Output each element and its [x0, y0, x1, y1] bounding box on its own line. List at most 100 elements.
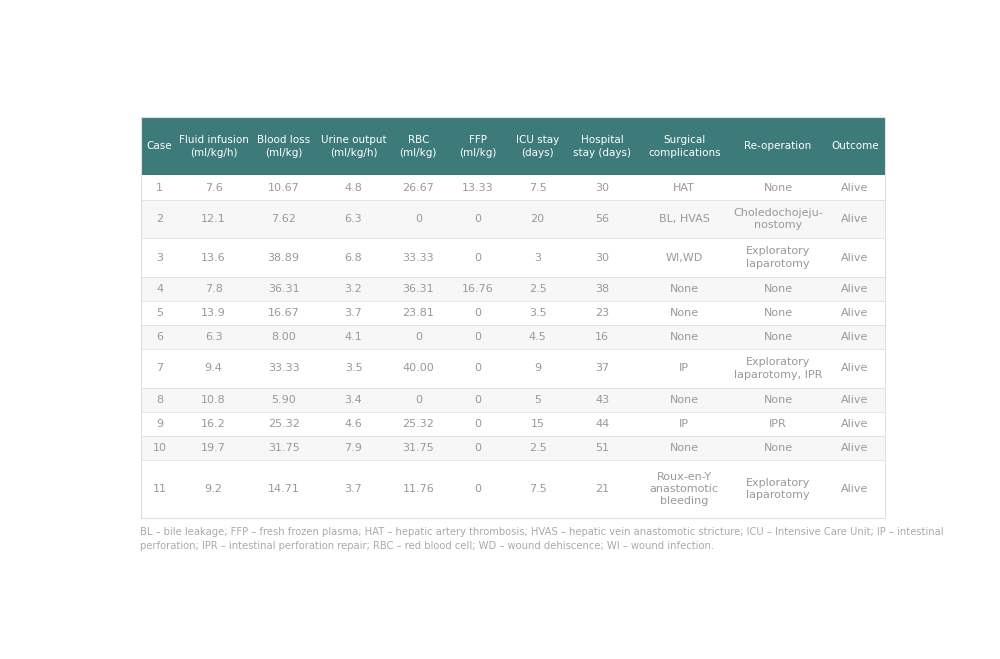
Bar	[140, 200, 885, 238]
Text: Alive: Alive	[841, 364, 868, 374]
Text: IP: IP	[679, 364, 689, 374]
Text: 3.7: 3.7	[345, 308, 362, 318]
Text: Alive: Alive	[841, 284, 868, 294]
Text: 3.2: 3.2	[345, 284, 362, 294]
Text: 25.32: 25.32	[268, 419, 300, 429]
Text: 13.33: 13.33	[462, 183, 494, 192]
Text: 23.81: 23.81	[402, 308, 434, 318]
Bar	[140, 175, 885, 200]
Text: BL – bile leakage; FFP – fresh frozen plasma; HAT – hepatic artery thrombosis; H: BL – bile leakage; FFP – fresh frozen pl…	[140, 527, 944, 551]
Text: 4.5: 4.5	[529, 332, 546, 342]
Text: 6.8: 6.8	[345, 252, 362, 262]
Text: 44: 44	[595, 419, 609, 429]
Text: 9: 9	[156, 419, 163, 429]
Text: 0: 0	[474, 214, 481, 224]
Text: 8.00: 8.00	[271, 332, 296, 342]
Text: 6.3: 6.3	[205, 332, 222, 342]
Text: Choledochojeju-
nostomy: Choledochojeju- nostomy	[733, 208, 823, 230]
Text: 36.31: 36.31	[402, 284, 434, 294]
Text: 16.76: 16.76	[462, 284, 494, 294]
Text: Alive: Alive	[841, 443, 868, 453]
Text: None: None	[670, 308, 699, 318]
Text: 30: 30	[595, 183, 609, 192]
Text: 4.6: 4.6	[345, 419, 362, 429]
Text: 38: 38	[595, 284, 609, 294]
Text: 16: 16	[595, 332, 609, 342]
Text: 31.75: 31.75	[402, 443, 434, 453]
Text: 7.6: 7.6	[205, 183, 223, 192]
Bar	[140, 277, 885, 301]
Text: 7: 7	[156, 364, 163, 374]
Text: 7.5: 7.5	[529, 183, 546, 192]
Text: FFP
(ml/kg): FFP (ml/kg)	[459, 135, 497, 158]
Text: None: None	[763, 183, 793, 192]
Bar	[140, 387, 885, 412]
Text: Alive: Alive	[841, 308, 868, 318]
Text: Exploratory
laparotomy: Exploratory laparotomy	[746, 478, 810, 500]
Text: Re-operation: Re-operation	[744, 141, 812, 152]
Text: 5: 5	[534, 395, 541, 405]
Text: 10.67: 10.67	[268, 183, 299, 192]
Text: None: None	[763, 332, 793, 342]
Text: None: None	[670, 332, 699, 342]
Text: 38.89: 38.89	[268, 252, 300, 262]
Text: Urine output
(ml/kg/h): Urine output (ml/kg/h)	[321, 135, 386, 158]
Bar	[140, 436, 885, 460]
Text: Alive: Alive	[841, 214, 868, 224]
Text: 37: 37	[595, 364, 609, 374]
Text: 7.8: 7.8	[205, 284, 223, 294]
Text: 4.8: 4.8	[345, 183, 362, 192]
Text: None: None	[763, 308, 793, 318]
Text: 3: 3	[156, 252, 163, 262]
Text: Alive: Alive	[841, 183, 868, 192]
Text: 25.32: 25.32	[402, 419, 434, 429]
Text: 9.4: 9.4	[205, 364, 223, 374]
Text: None: None	[763, 443, 793, 453]
Text: Alive: Alive	[841, 252, 868, 262]
Text: 20: 20	[530, 214, 545, 224]
Text: Alive: Alive	[841, 484, 868, 494]
Text: 10.8: 10.8	[201, 395, 226, 405]
Text: 56: 56	[595, 214, 609, 224]
Text: 3.4: 3.4	[345, 395, 362, 405]
Bar	[140, 238, 885, 277]
Text: 0: 0	[474, 252, 481, 262]
Text: 3: 3	[534, 252, 541, 262]
Text: 36.31: 36.31	[268, 284, 299, 294]
Text: 0: 0	[474, 332, 481, 342]
Text: 16.2: 16.2	[201, 419, 226, 429]
Text: 3.5: 3.5	[345, 364, 362, 374]
Text: 0: 0	[474, 395, 481, 405]
Text: 19.7: 19.7	[201, 443, 226, 453]
Bar	[140, 301, 885, 325]
Text: 7.5: 7.5	[529, 484, 546, 494]
Text: 0: 0	[474, 308, 481, 318]
Text: 3.5: 3.5	[529, 308, 546, 318]
Text: 13.9: 13.9	[201, 308, 226, 318]
Text: 4.1: 4.1	[345, 332, 362, 342]
Text: 11.76: 11.76	[402, 484, 434, 494]
Text: Surgical
complications: Surgical complications	[648, 135, 721, 158]
Text: 8: 8	[156, 395, 163, 405]
Text: 7.9: 7.9	[345, 443, 362, 453]
Bar	[140, 349, 885, 387]
Text: 5.90: 5.90	[271, 395, 296, 405]
Text: 2.5: 2.5	[529, 443, 546, 453]
Bar	[140, 325, 885, 349]
Text: 1: 1	[156, 183, 163, 192]
Text: None: None	[670, 443, 699, 453]
Text: Alive: Alive	[841, 395, 868, 405]
Text: 6.3: 6.3	[345, 214, 362, 224]
Text: None: None	[763, 284, 793, 294]
Text: 11: 11	[153, 484, 167, 494]
Bar	[140, 412, 885, 436]
Text: None: None	[670, 395, 699, 405]
Text: 51: 51	[595, 443, 609, 453]
Text: None: None	[763, 395, 793, 405]
Text: 0: 0	[474, 484, 481, 494]
Text: 13.6: 13.6	[201, 252, 226, 262]
Text: 0: 0	[415, 332, 422, 342]
Text: ICU stay
(days): ICU stay (days)	[516, 135, 559, 158]
Text: 2.5: 2.5	[529, 284, 546, 294]
Text: 9: 9	[534, 364, 541, 374]
